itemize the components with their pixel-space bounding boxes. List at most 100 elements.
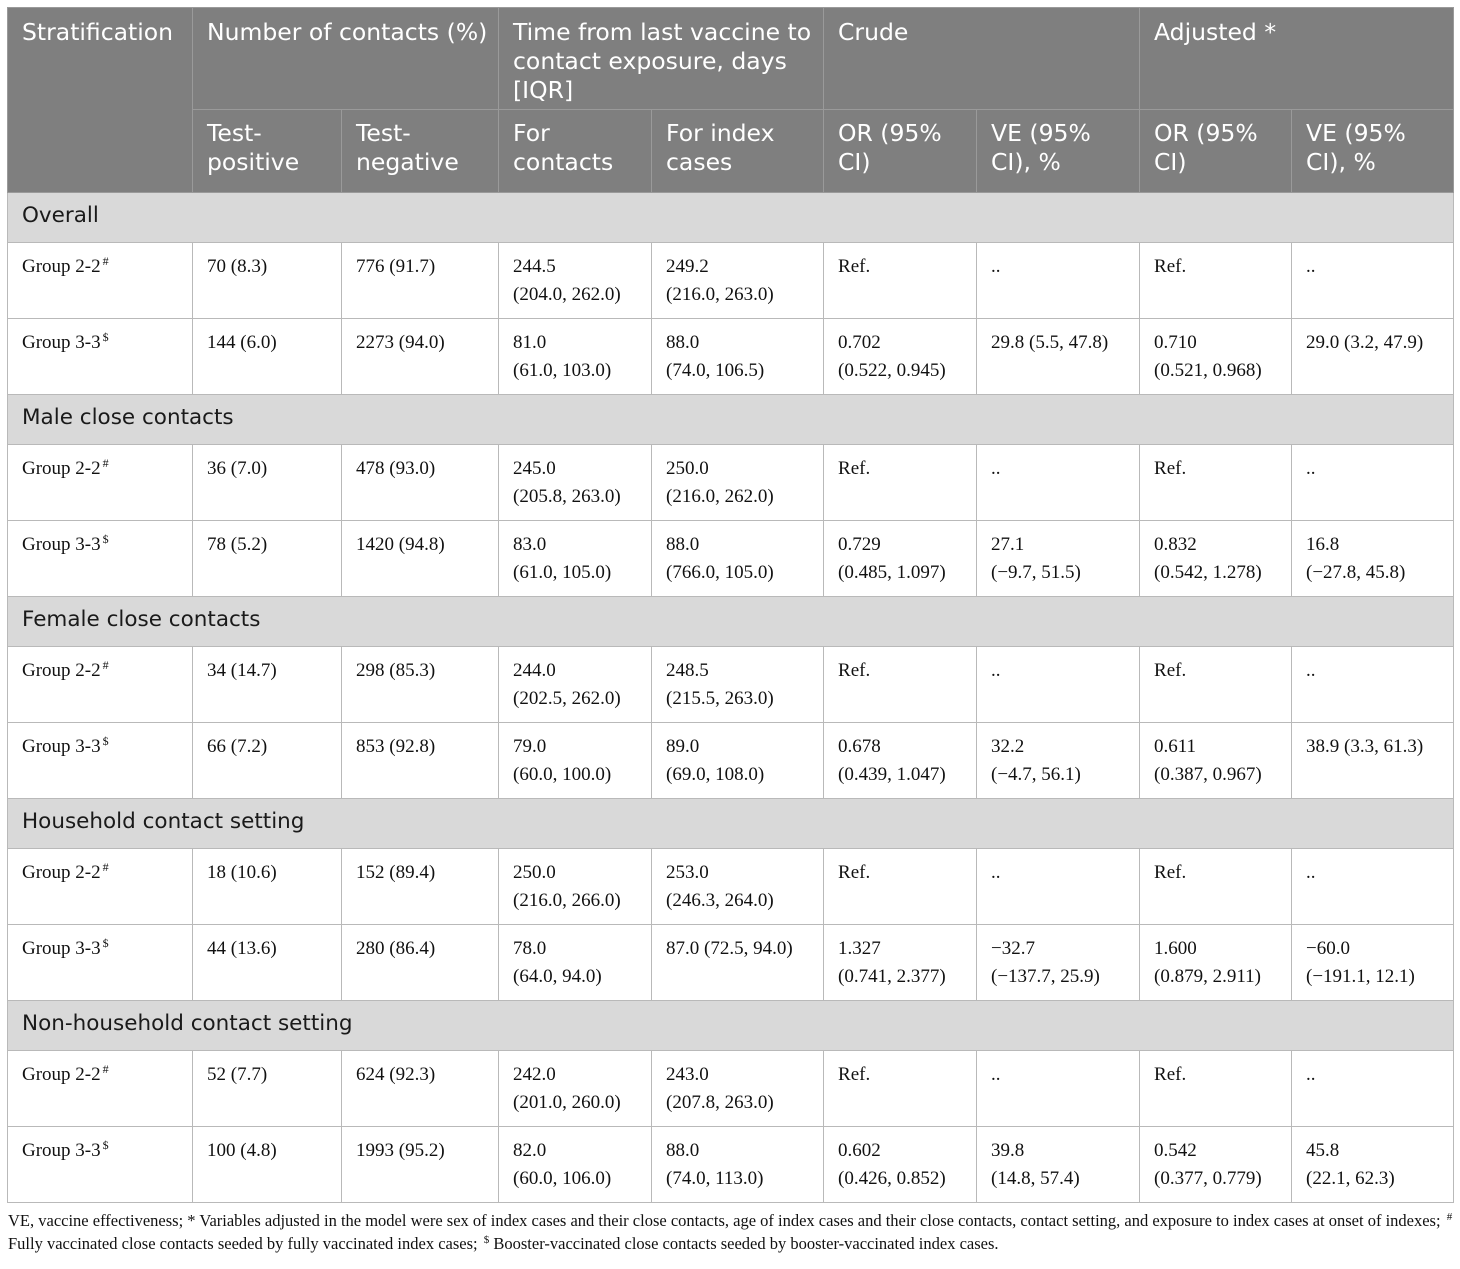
cell-adjusted-ve-line1: .. — [1306, 1064, 1316, 1085]
cell-crude-ve-line1: .. — [991, 256, 1001, 277]
header-for-contacts: For contacts — [498, 109, 653, 193]
cell-days-for-index-cases-line1: 243.0 — [666, 1064, 709, 1085]
cell-days-for-contacts: 78.0 (64.0, 94.0) — [498, 924, 653, 1001]
cell-days-for-contacts-line1: 79.0 — [513, 736, 547, 757]
header-time-from-last-vaccine: Time from last vaccine to contact exposu… — [498, 7, 825, 110]
cell-crude-or: 1.327 (0.741, 2.377) — [823, 924, 978, 1001]
section-row: Household contact setting — [6, 798, 1455, 849]
group-footnote-mark: $ — [102, 734, 109, 748]
cell-crude-or-line1: Ref. — [838, 660, 871, 681]
table-body: Overall Group 2-2 #70 (8.3) 776 (91.7) 244.5… — [6, 192, 1455, 1203]
cell-days-for-index-cases-line2: (216.0, 263.0) — [666, 284, 774, 305]
cell-days-for-contacts: 79.0 (60.0, 100.0) — [498, 722, 653, 799]
group-label: Group 3-3 — [22, 736, 101, 757]
header-stratification: Stratification — [7, 7, 193, 193]
cell-crude-ve: 29.8 (5.5, 47.8) — [976, 318, 1141, 395]
cell-days-for-contacts-line2: (202.5, 262.0) — [513, 688, 621, 709]
cell-test-negative-line1: 280 (86.4) — [356, 938, 436, 959]
cell-days-for-index-cases: 250.0 (216.0, 262.0) — [651, 444, 825, 521]
cell-adjusted-or-line1: Ref. — [1154, 256, 1187, 277]
cell-adjusted-or: Ref. — [1139, 242, 1293, 319]
cell-group: Group 3-3 $ — [7, 520, 193, 597]
group-footnote-mark: # — [102, 456, 109, 470]
cell-adjusted-or-line1: 1.600 — [1154, 938, 1197, 959]
footnote-booster-vaccinated: Booster-vaccinated close contacts seeded… — [489, 1234, 999, 1253]
group-footnote-mark: # — [102, 658, 109, 672]
cell-days-for-index-cases-line2: (207.8, 263.0) — [666, 1092, 774, 1113]
header-test-positive: Test-positive — [192, 109, 342, 193]
header-adjusted: Adjusted * — [1139, 7, 1455, 110]
cell-test-negative-line1: 1420 (94.8) — [356, 534, 445, 555]
cell-adjusted-or: Ref. — [1139, 646, 1293, 723]
cell-test-negative-line1: 776 (91.7) — [356, 256, 436, 277]
cell-days-for-contacts: 244.0 (202.5, 262.0) — [498, 646, 653, 723]
cell-adjusted-or: 0.542 (0.377, 0.779) — [1139, 1126, 1293, 1203]
cell-test-positive-line1: 44 (13.6) — [207, 938, 277, 959]
cell-adjusted-ve: .. — [1291, 444, 1455, 521]
cell-group: Group 2-2 # — [7, 646, 193, 723]
footnote-ve: VE, vaccine effectiveness; * Variables a… — [8, 1211, 1445, 1230]
cell-crude-or-line2: (0.522, 0.945) — [838, 360, 946, 381]
cell-group: Group 2-2 # — [7, 848, 193, 925]
cell-test-positive: 44 (13.6) — [192, 924, 342, 1001]
cell-adjusted-ve: 29.0 (3.2, 47.9) — [1291, 318, 1455, 395]
cell-test-positive-line1: 34 (14.7) — [207, 660, 277, 681]
cell-crude-ve: .. — [976, 646, 1141, 723]
cell-test-negative: 1420 (94.8) — [340, 520, 500, 597]
table-row: Group 2-2 #36 (7.0) 478 (93.0) 245.0 (205.8,… — [7, 444, 1455, 521]
group-label: Group 3-3 — [22, 332, 101, 353]
cell-crude-or: Ref. — [823, 848, 978, 925]
cell-group: Group 2-2 # — [7, 1050, 193, 1127]
cell-adjusted-ve-line2: (−191.1, 12.1) — [1306, 966, 1415, 987]
cell-test-positive: 100 (4.8) — [192, 1126, 342, 1203]
cell-test-negative: 853 (92.8) — [340, 722, 500, 799]
cell-test-positive: 66 (7.2) — [192, 722, 342, 799]
cell-days-for-contacts-line1: 242.0 — [513, 1064, 556, 1085]
cell-group: Group 3-3 $ — [7, 722, 193, 799]
cell-test-positive-line1: 36 (7.0) — [207, 458, 268, 479]
cell-crude-or-line2: (0.439, 1.047) — [838, 764, 946, 785]
group-label: Group 2-2 — [22, 256, 101, 277]
header-test-negative: Test-negative — [340, 109, 500, 193]
cell-days-for-contacts: 250.0 (216.0, 266.0) — [498, 848, 653, 925]
table-row: Group 3-3 $100 (4.8) 1993 (95.2) 82.0 (60.0,… — [7, 1126, 1455, 1203]
cell-days-for-contacts-line1: 78.0 — [513, 938, 547, 959]
cell-adjusted-ve-line1: .. — [1306, 660, 1316, 681]
cell-adjusted-or: Ref. — [1139, 848, 1293, 925]
cell-days-for-contacts: 245.0 (205.8, 263.0) — [498, 444, 653, 521]
cell-adjusted-or-line1: 0.611 — [1154, 736, 1197, 757]
cell-test-positive: 36 (7.0) — [192, 444, 342, 521]
cell-adjusted-or-line2: (0.387, 0.967) — [1154, 764, 1262, 785]
cell-adjusted-ve: 45.8 (22.1, 62.3) — [1291, 1126, 1455, 1203]
cell-crude-ve-line1: .. — [991, 862, 1001, 883]
cell-crude-or: Ref. — [823, 646, 978, 723]
group-label: Group 2-2 — [22, 862, 101, 883]
cell-crude-ve-line1: 32.2 — [991, 736, 1025, 757]
cell-test-positive: 18 (10.6) — [192, 848, 342, 925]
cell-adjusted-ve-line2: (−27.8, 45.8) — [1306, 562, 1406, 583]
cell-days-for-contacts: 244.5 (204.0, 262.0) — [498, 242, 653, 319]
cell-adjusted-or-line1: 0.832 — [1154, 534, 1197, 555]
table-row: Group 3-3 $44 (13.6) 280 (86.4) 78.0 (64.0, … — [7, 924, 1455, 1001]
cell-days-for-contacts-line2: (201.0, 260.0) — [513, 1092, 621, 1113]
cell-crude-or: Ref. — [823, 242, 978, 319]
cell-crude-ve: 32.2 (−4.7, 56.1) — [976, 722, 1141, 799]
cell-crude-ve: .. — [976, 444, 1141, 521]
cell-crude-or-line1: 0.678 — [838, 736, 881, 757]
cell-adjusted-ve-line1: .. — [1306, 256, 1316, 277]
cell-crude-or-line1: Ref. — [838, 862, 871, 883]
cell-crude-or-line1: 0.729 — [838, 534, 881, 555]
cell-test-positive-line1: 66 (7.2) — [207, 736, 268, 757]
cell-adjusted-or: 1.600 (0.879, 2.911) — [1139, 924, 1293, 1001]
cell-crude-or: Ref. — [823, 1050, 978, 1127]
cell-adjusted-or: 0.710 (0.521, 0.968) — [1139, 318, 1293, 395]
cell-days-for-index-cases-line1: 88.0 — [666, 332, 700, 353]
cell-adjusted-ve: .. — [1291, 1050, 1455, 1127]
cell-days-for-index-cases: 88.0 (74.0, 106.5) — [651, 318, 825, 395]
cell-crude-or: 0.678 (0.439, 1.047) — [823, 722, 978, 799]
cell-days-for-index-cases-line2: (766.0, 105.0) — [666, 562, 774, 583]
table-row: Group 2-2 #34 (14.7) 298 (85.3) 244.0 (202.5… — [7, 646, 1455, 723]
table-footnote: VE, vaccine effectiveness; * Variables a… — [7, 1209, 1454, 1255]
cell-adjusted-ve: 38.9 (3.3, 61.3) — [1291, 722, 1455, 799]
cell-days-for-index-cases: 249.2 (216.0, 263.0) — [651, 242, 825, 319]
